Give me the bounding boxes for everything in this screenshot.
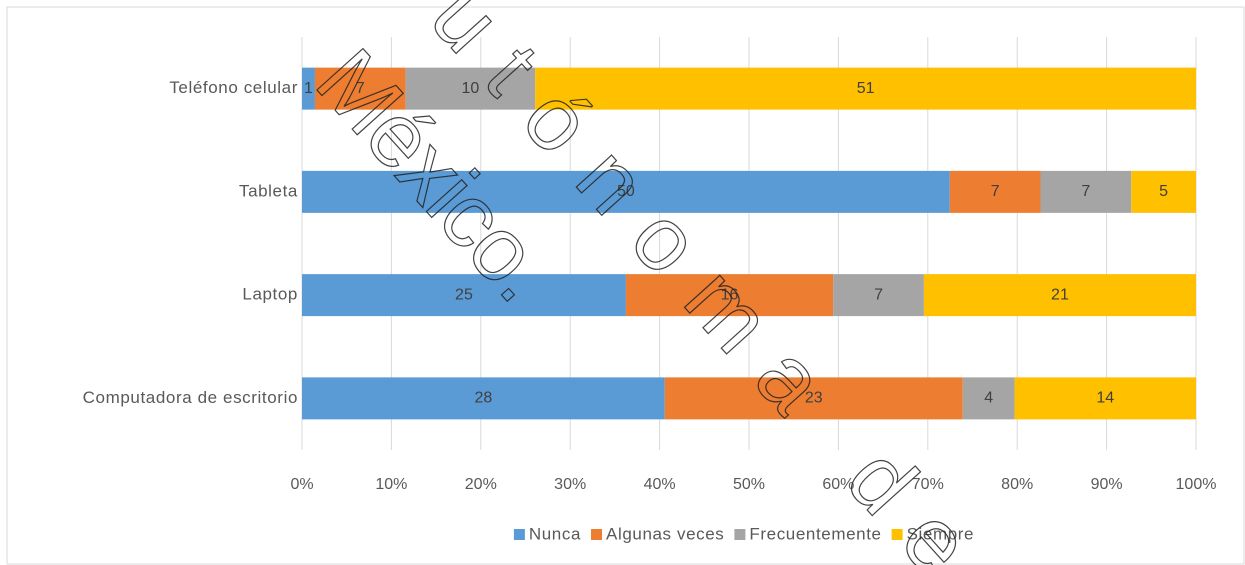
data-label: 7 <box>991 183 1000 200</box>
legend-swatch <box>513 529 525 540</box>
bar-segment <box>405 67 536 110</box>
bar-segment <box>949 170 1041 213</box>
legend-label: Algunas veces <box>606 524 724 543</box>
bar-segment <box>833 274 924 317</box>
x-tick-label: 30% <box>554 476 586 493</box>
data-label: 5 <box>1159 183 1168 200</box>
x-tick-label: 80% <box>1001 476 1033 493</box>
x-tick-label: 40% <box>644 476 676 493</box>
y-tick-label: Tableta <box>239 181 298 200</box>
x-tick-label: 0% <box>290 476 313 493</box>
x-tick-label: 100% <box>1176 476 1217 493</box>
x-tick-label: 10% <box>375 476 407 493</box>
data-label: 21 <box>1051 286 1069 303</box>
x-tick-label: 60% <box>822 476 854 493</box>
data-label: 7 <box>356 80 365 97</box>
bar-segment <box>664 377 963 420</box>
legend-swatch <box>891 529 903 540</box>
bar-segment <box>302 377 665 420</box>
bar-segment <box>302 274 626 317</box>
data-label: 7 <box>874 286 883 303</box>
legend-label: Frecuentemente <box>749 524 881 543</box>
y-tick-label: Computadora de escritorio <box>83 388 298 407</box>
bar-segment <box>962 377 1015 420</box>
data-label: 7 <box>1081 183 1090 200</box>
data-label: 10 <box>462 80 480 97</box>
legend-label: Siempre <box>907 524 975 543</box>
data-label: 28 <box>474 390 492 407</box>
bar-segment <box>625 274 834 317</box>
bar-segment <box>302 170 950 213</box>
data-label: 25 <box>455 286 473 303</box>
bar-segment <box>1040 170 1132 213</box>
y-tick-label: Laptop <box>242 285 298 304</box>
x-tick-label: 50% <box>733 476 765 493</box>
data-label: 51 <box>857 80 875 97</box>
bar-segment <box>923 274 1196 317</box>
legend-swatch <box>734 529 746 540</box>
bar-segment <box>302 67 315 110</box>
bar-segment <box>1014 377 1196 420</box>
data-label: 1 <box>304 80 313 97</box>
legend-label: Nunca <box>529 524 581 543</box>
bar-segment <box>1131 170 1196 213</box>
bar-segment <box>535 67 1196 110</box>
x-tick-label: 70% <box>912 476 944 493</box>
y-tick-label: Teléfono celular <box>169 78 298 97</box>
data-label: 16 <box>721 286 739 303</box>
x-tick-label: 20% <box>465 476 497 493</box>
x-tick-label: 90% <box>1091 476 1123 493</box>
bar-segment <box>314 67 406 110</box>
data-label: 14 <box>1096 390 1114 407</box>
data-label: 4 <box>984 390 993 407</box>
data-label: 50 <box>617 183 635 200</box>
data-label: 23 <box>805 390 823 407</box>
legend-swatch <box>591 529 603 540</box>
